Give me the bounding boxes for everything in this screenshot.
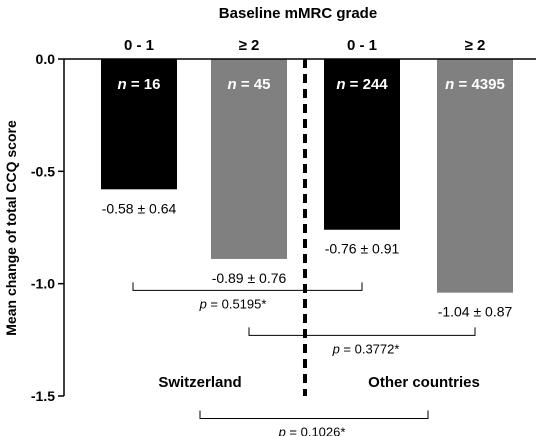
bar-value-label-3: -0.76 ± 0.91 <box>325 241 400 257</box>
comparison-p-label-2: p = 0.3772* <box>332 341 400 356</box>
comparison-p-label-1: p = 0.5195* <box>199 296 267 311</box>
bar-value-label-1: -0.58 ± 0.64 <box>102 200 177 216</box>
category-label-4: ≥ 2 <box>465 37 486 54</box>
comparison-p-prefix-3: p <box>278 424 286 436</box>
plot-area: n = 16 -0.58 ± 0.64 n = 45 -0.89 ± 0.76 n = … <box>31 37 536 436</box>
y-tick-label-4: -1.5 <box>31 388 55 404</box>
y-tick-label-3: -1.0 <box>31 276 55 292</box>
comparison-bracket-2 <box>248 327 476 336</box>
bar-n-value-1: = 16 <box>127 76 161 93</box>
comparison-p-value-2: = 0.3772* <box>340 341 400 356</box>
chart-title: Baseline mMRC grade <box>219 5 377 22</box>
bar-2 <box>211 59 287 259</box>
bar-n-label-3: n = 244 <box>336 76 388 93</box>
bar-n-prefix-2: n <box>228 76 237 93</box>
bar-n-value-3: = 244 <box>346 76 389 93</box>
bar-n-label-4: n = 4395 <box>445 76 505 93</box>
bar-4 <box>437 59 513 293</box>
comparison-p-label-3: p = 0.1026* <box>278 424 346 436</box>
comparison-p-value-1: = 0.5195* <box>207 296 267 311</box>
bar-n-prefix-3: n <box>336 76 345 93</box>
y-axis-label: Mean change of total CCQ score <box>3 120 19 336</box>
comparison-bracket-1 <box>132 282 363 291</box>
comparison-bracket-3 <box>199 410 429 419</box>
bar-n-label-2: n = 45 <box>228 76 271 93</box>
bar-n-label-1: n = 16 <box>118 76 161 93</box>
bar-n-prefix-1: n <box>118 76 127 93</box>
y-tick-label-1: 0.0 <box>36 51 56 67</box>
comparison-p-value-3: = 0.1026* <box>286 424 346 436</box>
bar-n-value-4: = 4395 <box>454 76 504 93</box>
group-label-other-countries: Other countries <box>368 374 480 391</box>
category-label-1: 0 - 1 <box>124 37 154 54</box>
bar-n-prefix-4: n <box>445 76 454 93</box>
bar-3 <box>324 59 400 230</box>
group-label-switzerland: Switzerland <box>158 374 241 391</box>
bar-1 <box>101 59 177 190</box>
bar-value-label-2: -0.89 ± 0.76 <box>212 270 287 286</box>
y-tick-label-2: -0.5 <box>31 163 55 179</box>
comparison-p-prefix-1: p <box>199 296 207 311</box>
category-label-2: ≥ 2 <box>239 37 260 54</box>
category-label-3: 0 - 1 <box>347 37 377 54</box>
bar-n-value-2: = 45 <box>237 76 271 93</box>
comparison-p-prefix-2: p <box>332 341 340 356</box>
bar-value-label-4: -1.04 ± 0.87 <box>438 304 513 320</box>
